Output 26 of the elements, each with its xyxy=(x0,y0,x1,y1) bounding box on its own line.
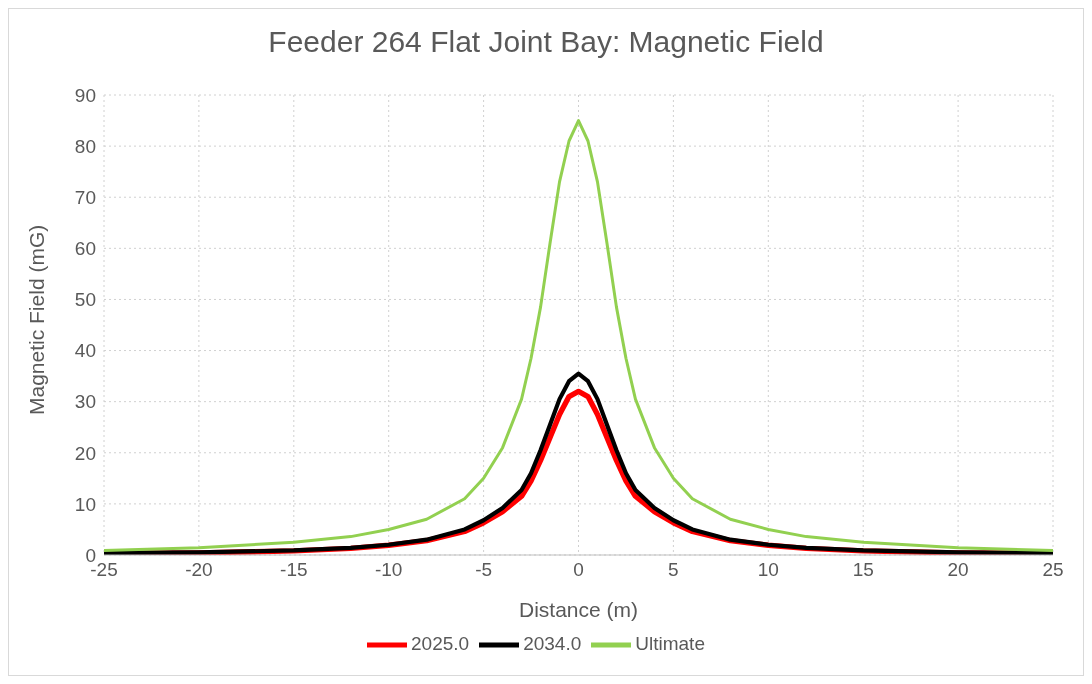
x-tick-label: 10 xyxy=(757,559,779,581)
x-tick-label: 15 xyxy=(852,559,874,581)
x-tick-label: 20 xyxy=(947,559,969,581)
x-tick-label: -10 xyxy=(374,559,403,581)
y-tick-label: 80 xyxy=(74,135,96,157)
y-tick-label: 30 xyxy=(74,391,96,413)
y-tick-label: 20 xyxy=(74,442,96,464)
chart-title: Feeder 264 Flat Joint Bay: Magnetic Field xyxy=(267,24,825,60)
y-tick-label: 40 xyxy=(74,340,96,362)
line-series xyxy=(104,119,1053,552)
x-axis-title: Distance (m) xyxy=(518,598,639,621)
x-tick-label: 0 xyxy=(573,559,584,581)
x-tick-label: 25 xyxy=(1042,559,1064,581)
y-tick-label: 60 xyxy=(74,238,96,260)
x-tick-label: -15 xyxy=(280,559,308,581)
y-tick-label: 50 xyxy=(74,289,96,311)
x-tick-label: -20 xyxy=(185,559,213,581)
x-tick-label: -5 xyxy=(475,559,493,581)
legend-label: Ultimate xyxy=(635,633,705,655)
y-axis-title: Magnetic Field (mG) xyxy=(25,224,49,415)
y-tick-label: 90 xyxy=(74,84,96,106)
legend-label: 2034.0 xyxy=(523,633,582,655)
y-tick-label: 70 xyxy=(74,186,96,208)
x-tick-label: 5 xyxy=(668,559,679,581)
y-tick-label: 10 xyxy=(74,493,96,515)
legend-label: 2025.0 xyxy=(411,633,470,655)
